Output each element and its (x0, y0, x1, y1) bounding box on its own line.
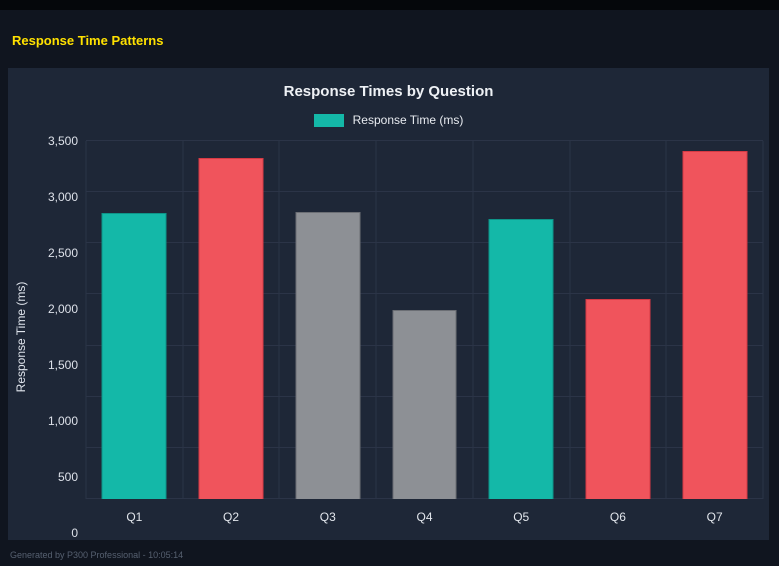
y-tick-label: 2,000 (47, 302, 78, 316)
bar-q1[interactable] (101, 212, 167, 499)
gridline-vertical (472, 141, 474, 499)
y-axis-title: Response Time (ms) (14, 281, 28, 393)
y-tick-label: 0 (71, 526, 78, 540)
gridline-horizontal (86, 191, 763, 193)
x-tick-label: Q2 (223, 510, 240, 524)
x-tick-label: Q7 (706, 510, 723, 524)
gridline-horizontal (86, 293, 763, 295)
plot-column: Q1 Q2 Q3 Q4 Q5 Q6 Q7 (85, 140, 764, 533)
x-tick-label: Q1 (126, 510, 143, 524)
x-tick-label: Q6 (609, 510, 626, 524)
gridline-vertical (278, 141, 280, 499)
chart-title: Response Times by Question (283, 83, 494, 100)
chart-legend[interactable]: Response Time (ms) (8, 113, 769, 127)
x-tick-label: Q4 (416, 510, 433, 524)
gridline-horizontal (86, 140, 763, 141)
gridline-vertical (665, 141, 667, 499)
page-title: Response Time Patterns (12, 33, 164, 48)
y-tick-label: 500 (57, 470, 78, 484)
bar-q5[interactable] (488, 218, 554, 499)
legend-swatch-teal (313, 113, 344, 127)
bar-q4[interactable] (392, 309, 457, 499)
bar-q7[interactable] (682, 151, 748, 499)
bar-q2[interactable] (198, 158, 264, 499)
window-top-strip (0, 0, 779, 10)
gridline-vertical (762, 141, 764, 499)
gridline-vertical (85, 141, 87, 499)
y-axis-ticks: 0 500 1,000 1,500 2,000 2,500 3,000 3,500 (34, 134, 86, 540)
gridline-vertical (569, 141, 571, 499)
y-tick-label: 3,500 (47, 134, 78, 148)
chart-panel: Response Times by Question Response Time… (8, 68, 769, 540)
x-axis-labels: Q1 Q2 Q3 Q4 Q5 Q6 Q7 (86, 499, 763, 533)
y-tick-label: 1,500 (47, 358, 78, 372)
gridline-horizontal (86, 242, 763, 244)
legend-label: Response Time (ms) (352, 113, 464, 127)
plot-area (85, 140, 764, 499)
bar-q6[interactable] (585, 298, 651, 499)
gridline-vertical (375, 141, 377, 499)
x-tick-label: Q3 (319, 510, 336, 524)
gridline-vertical (182, 141, 184, 499)
y-tick-label: 3,000 (47, 190, 78, 204)
y-tick-label: 2,500 (47, 246, 78, 260)
bar-q3[interactable] (295, 211, 361, 499)
y-axis-title-wrap: Response Time (ms) (8, 141, 34, 533)
chart-region: Response Time (ms) 0 500 1,000 1,500 2,000 2,… (8, 134, 769, 540)
footer-status-text: Generated by P300 Professional - 10:05:1… (10, 550, 184, 560)
y-tick-label: 1,000 (47, 414, 78, 428)
x-tick-label: Q5 (513, 510, 530, 524)
